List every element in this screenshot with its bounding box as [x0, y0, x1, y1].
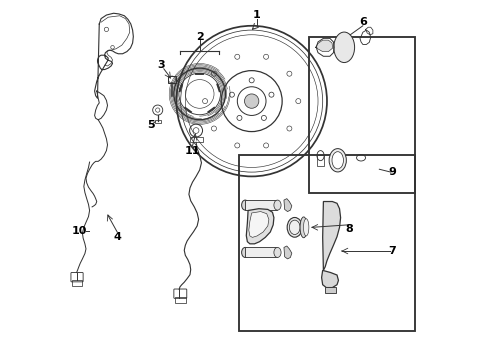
Circle shape [211, 126, 216, 131]
Bar [72, 280, 82, 286]
Ellipse shape [241, 247, 248, 257]
Polygon shape [284, 199, 291, 212]
Ellipse shape [331, 152, 343, 169]
Circle shape [244, 94, 258, 108]
Ellipse shape [300, 217, 306, 238]
Bar [189, 137, 202, 142]
Bar [239, 155, 414, 330]
Text: 8: 8 [345, 225, 352, 234]
Circle shape [286, 126, 291, 131]
Bar [244, 200, 277, 210]
Bar [155, 121, 160, 123]
Circle shape [202, 99, 207, 104]
Bar [308, 37, 414, 193]
Circle shape [211, 71, 216, 76]
Circle shape [234, 143, 239, 148]
Circle shape [268, 92, 273, 97]
Bar [167, 76, 176, 83]
Ellipse shape [328, 149, 346, 172]
Polygon shape [316, 40, 332, 51]
Ellipse shape [303, 219, 308, 236]
Ellipse shape [333, 32, 354, 63]
Bar [244, 247, 277, 257]
Text: 6: 6 [358, 17, 366, 27]
Ellipse shape [241, 200, 248, 210]
Circle shape [286, 71, 291, 76]
Text: 3: 3 [157, 60, 165, 70]
Polygon shape [246, 209, 273, 244]
Circle shape [263, 54, 268, 59]
Polygon shape [322, 202, 340, 270]
Text: 2: 2 [195, 32, 203, 41]
Text: 10: 10 [72, 226, 87, 236]
Text: 1: 1 [253, 10, 261, 20]
Circle shape [295, 99, 300, 104]
Circle shape [263, 143, 268, 148]
Text: 11: 11 [184, 145, 200, 156]
Bar [174, 297, 185, 303]
Text: 5: 5 [146, 121, 154, 130]
Polygon shape [248, 212, 268, 237]
Polygon shape [321, 270, 338, 288]
Ellipse shape [286, 217, 302, 237]
Text: 7: 7 [387, 246, 395, 256]
Circle shape [261, 116, 266, 121]
Polygon shape [284, 246, 291, 259]
Circle shape [249, 78, 254, 83]
Bar [325, 287, 335, 293]
Circle shape [229, 92, 234, 97]
Text: 9: 9 [387, 167, 395, 177]
Ellipse shape [273, 200, 281, 210]
Bar [316, 155, 324, 166]
Circle shape [237, 116, 242, 121]
Ellipse shape [273, 247, 281, 257]
Text: 4: 4 [113, 232, 121, 242]
Ellipse shape [289, 220, 300, 234]
Circle shape [234, 54, 239, 59]
